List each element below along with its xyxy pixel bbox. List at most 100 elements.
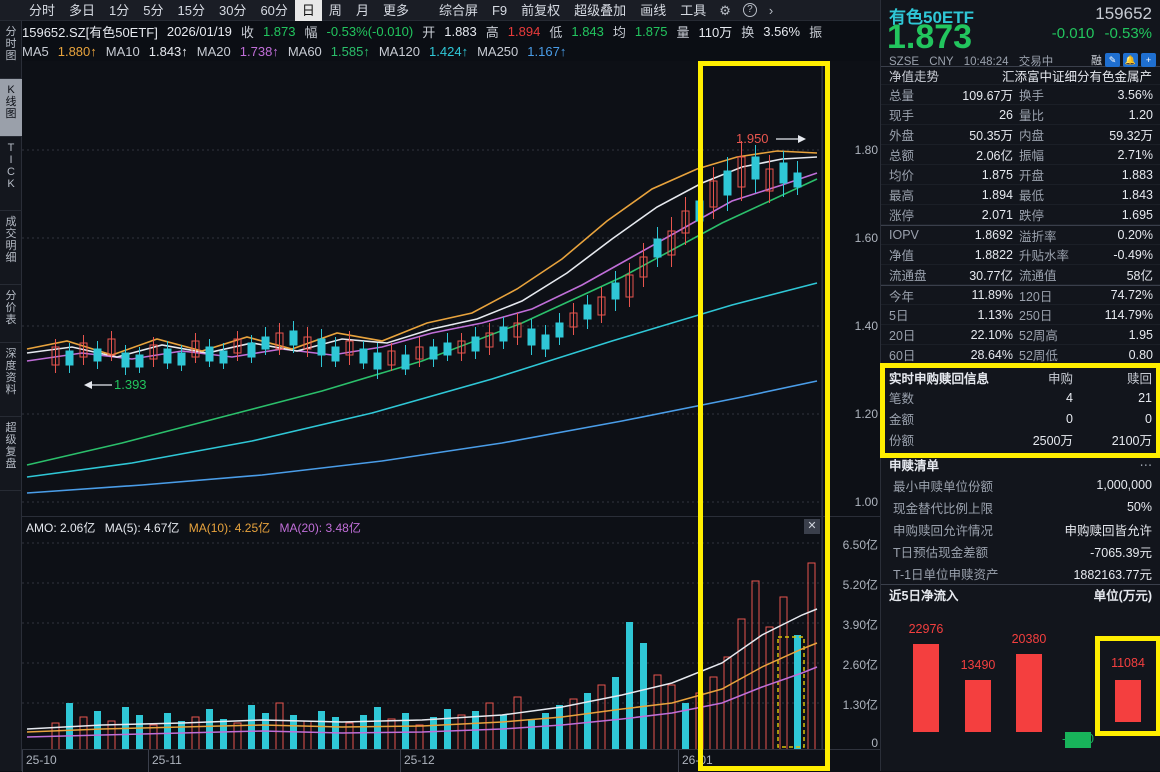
netflow-value-3: 20380 bbox=[1011, 632, 1047, 646]
stat-value: 2.06亿 bbox=[976, 149, 1013, 163]
gear-icon[interactable]: ⚙ bbox=[719, 2, 731, 18]
toolbar-super-overlay[interactable]: 超级叠加 bbox=[574, 2, 627, 18]
netflow-bar-1 bbox=[913, 644, 939, 732]
margin-badge: 融 bbox=[1091, 55, 1102, 67]
stat-key: 今年 bbox=[889, 289, 915, 304]
table-row: IOPV 1.8692 溢折率 0.20% bbox=[881, 225, 1160, 245]
period-tab-5[interactable]: 15分 bbox=[177, 2, 205, 18]
volume-panel[interactable]: AMO: 2.06亿 MA(5): 4.67亿 MA(10): 4.25亿 MA… bbox=[22, 516, 880, 772]
high-label: 高 bbox=[485, 24, 499, 40]
help-icon[interactable]: ? bbox=[742, 3, 757, 17]
redeem-item-label: 申购赎回允许情况 bbox=[893, 523, 994, 538]
period-tab-7[interactable]: 60分 bbox=[260, 2, 288, 18]
pr-row-purchase: 0 bbox=[1066, 411, 1073, 426]
table-row: 涨停 2.071 跌停 1.695 bbox=[881, 205, 1160, 225]
period-tab-month[interactable]: 月 bbox=[355, 2, 369, 18]
price-y-axis: 1.80 1.60 1.40 1.20 1.00 bbox=[822, 61, 880, 516]
pr-row-purchase: 2500万 bbox=[1032, 434, 1073, 448]
stat-key2: 量比 bbox=[1019, 109, 1045, 123]
table-row: 今年 11.89% 120日 74.72% bbox=[881, 285, 1160, 305]
pen-icon[interactable]: ✎ bbox=[1105, 53, 1120, 67]
chevron-right-icon[interactable]: › bbox=[768, 2, 774, 18]
period-toolbar: 分时 多日 1分 5分 15分 30分 60分 日 周 月 更多 综合屏 F9 … bbox=[0, 0, 880, 21]
period-tab-week[interactable]: 周 bbox=[328, 2, 342, 18]
plus-icon[interactable]: + bbox=[1141, 53, 1156, 67]
period-tab-3[interactable]: 1分 bbox=[109, 2, 130, 18]
volume-value: 110万 bbox=[698, 24, 733, 40]
volume-tick-5: 1.30亿 bbox=[842, 698, 878, 712]
period-tab-4[interactable]: 5分 bbox=[143, 2, 164, 18]
toolbar-tools[interactable]: 工具 bbox=[680, 2, 707, 18]
ma120-value: 1.424↑ bbox=[429, 43, 469, 59]
ma20-label: MA20 bbox=[196, 43, 231, 59]
chart-area[interactable]: 1.950 1.393 1.80 1.60 1.40 1.20 1.00 AMO… bbox=[22, 61, 880, 772]
high-annotation-label: 1.950 bbox=[736, 131, 769, 146]
period-tab-more[interactable]: 更多 bbox=[382, 2, 409, 18]
table-row: 最高 1.894 最低 1.843 bbox=[881, 185, 1160, 205]
redeem-item-value: 1882163.77元 bbox=[1073, 567, 1152, 582]
stat-key2: 内盘 bbox=[1019, 129, 1045, 143]
stat-value: 109.67万 bbox=[962, 89, 1013, 103]
table-row: 现手 26 量比 1.20 bbox=[881, 105, 1160, 125]
more-icon[interactable]: ⋯ bbox=[1139, 458, 1153, 472]
stat-key2: 52周低 bbox=[1019, 349, 1058, 363]
nav-trend-row[interactable]: 净值走势 汇添富中证细分有色金属产 bbox=[881, 66, 1160, 85]
ma-line: MA5 1.880↑ MA10 1.843↑ MA20 1.738↑ MA60 … bbox=[22, 41, 880, 61]
period-tab-2[interactable]: 多日 bbox=[69, 2, 96, 18]
redeem-item-value: 1,000,000 bbox=[1096, 478, 1152, 492]
redeem-item-value: 申购赎回皆允许 bbox=[1064, 523, 1152, 538]
list-item: 现金替代比例上限 50% bbox=[881, 496, 1160, 518]
stat-key2: 升贴水率 bbox=[1019, 249, 1070, 263]
bell-icon[interactable]: 🔔 bbox=[1123, 53, 1138, 67]
stat-key: 5日 bbox=[889, 309, 909, 323]
ma10-label: MA10 bbox=[105, 43, 140, 59]
sidebar-item-depth-data[interactable]: 深度资料 bbox=[0, 343, 22, 417]
close-icon[interactable]: ✕ bbox=[804, 519, 820, 534]
pr-row-redeem: 21 bbox=[1138, 390, 1152, 405]
instrument-code: 159652 bbox=[1095, 4, 1152, 23]
stat-key2: 120日 bbox=[1019, 289, 1053, 304]
amo-value: AMO: 2.06亿 bbox=[26, 521, 96, 535]
table-row: 份额 2500万 2100万 bbox=[881, 429, 1160, 450]
stat-value2: 58亿 bbox=[1126, 269, 1153, 283]
toolbar-comprehensive-screen[interactable]: 综合屏 bbox=[438, 2, 478, 18]
avg-label: 均 bbox=[612, 24, 626, 40]
pr-row-redeem: 0 bbox=[1145, 411, 1152, 426]
netflow-bar-2 bbox=[965, 680, 991, 732]
netflow-title: 近5日净流入 bbox=[889, 589, 959, 603]
stat-value2: 0.20% bbox=[1117, 228, 1153, 242]
period-tab-6[interactable]: 30分 bbox=[218, 2, 247, 18]
x-tick-2: 25-11 bbox=[152, 753, 182, 767]
stat-value2: 0.80 bbox=[1128, 347, 1153, 362]
exchange-label: SZSE bbox=[889, 56, 920, 68]
sidebar-item-price-table[interactable]: 分价表 bbox=[0, 285, 22, 343]
period-tab-1[interactable]: 分时 bbox=[29, 2, 56, 18]
stat-key2: 开盘 bbox=[1019, 169, 1045, 183]
sidebar-item-timeshare[interactable]: 分时图 bbox=[0, 21, 22, 79]
turnover-label: 换 bbox=[741, 24, 755, 40]
stat-value: 11.89% bbox=[971, 288, 1013, 302]
nav-trend-label: 净值走势 bbox=[889, 70, 940, 84]
period-tab-day[interactable]: 日 bbox=[294, 0, 322, 21]
redeem-col-header: 赎回 bbox=[1126, 371, 1152, 386]
amo-ma5: MA(5): 4.67亿 bbox=[104, 521, 180, 535]
stat-key: 总额 bbox=[889, 149, 915, 163]
pr-row-label: 份额 bbox=[889, 434, 915, 448]
change-label: 幅 bbox=[304, 24, 318, 40]
sidebar-item-trade-detail[interactable]: 成交明细 bbox=[0, 211, 22, 285]
toolbar-forward-adjust[interactable]: 前复权 bbox=[521, 2, 561, 18]
sidebar-item-super-review[interactable]: 超级复盘 bbox=[0, 417, 22, 491]
price-panel[interactable]: 1.950 1.393 1.80 1.60 1.40 1.20 1.00 bbox=[22, 61, 880, 516]
toolbar-f9[interactable]: F9 bbox=[491, 2, 508, 18]
stat-key: 总量 bbox=[889, 89, 915, 103]
toolbar-draw-line[interactable]: 画线 bbox=[640, 2, 667, 18]
stat-key2: 流通值 bbox=[1019, 269, 1057, 283]
quote-header-line: 159652.SZ[有色50ETF] 2026/01/19 收 1.873 幅 … bbox=[22, 21, 880, 41]
redeem-item-label: T日预估现金差额 bbox=[893, 545, 989, 560]
stat-key2: 振幅 bbox=[1019, 149, 1045, 163]
volume-tick-1: 6.50亿 bbox=[842, 538, 878, 552]
volume-tick-4: 2.60亿 bbox=[842, 658, 878, 672]
